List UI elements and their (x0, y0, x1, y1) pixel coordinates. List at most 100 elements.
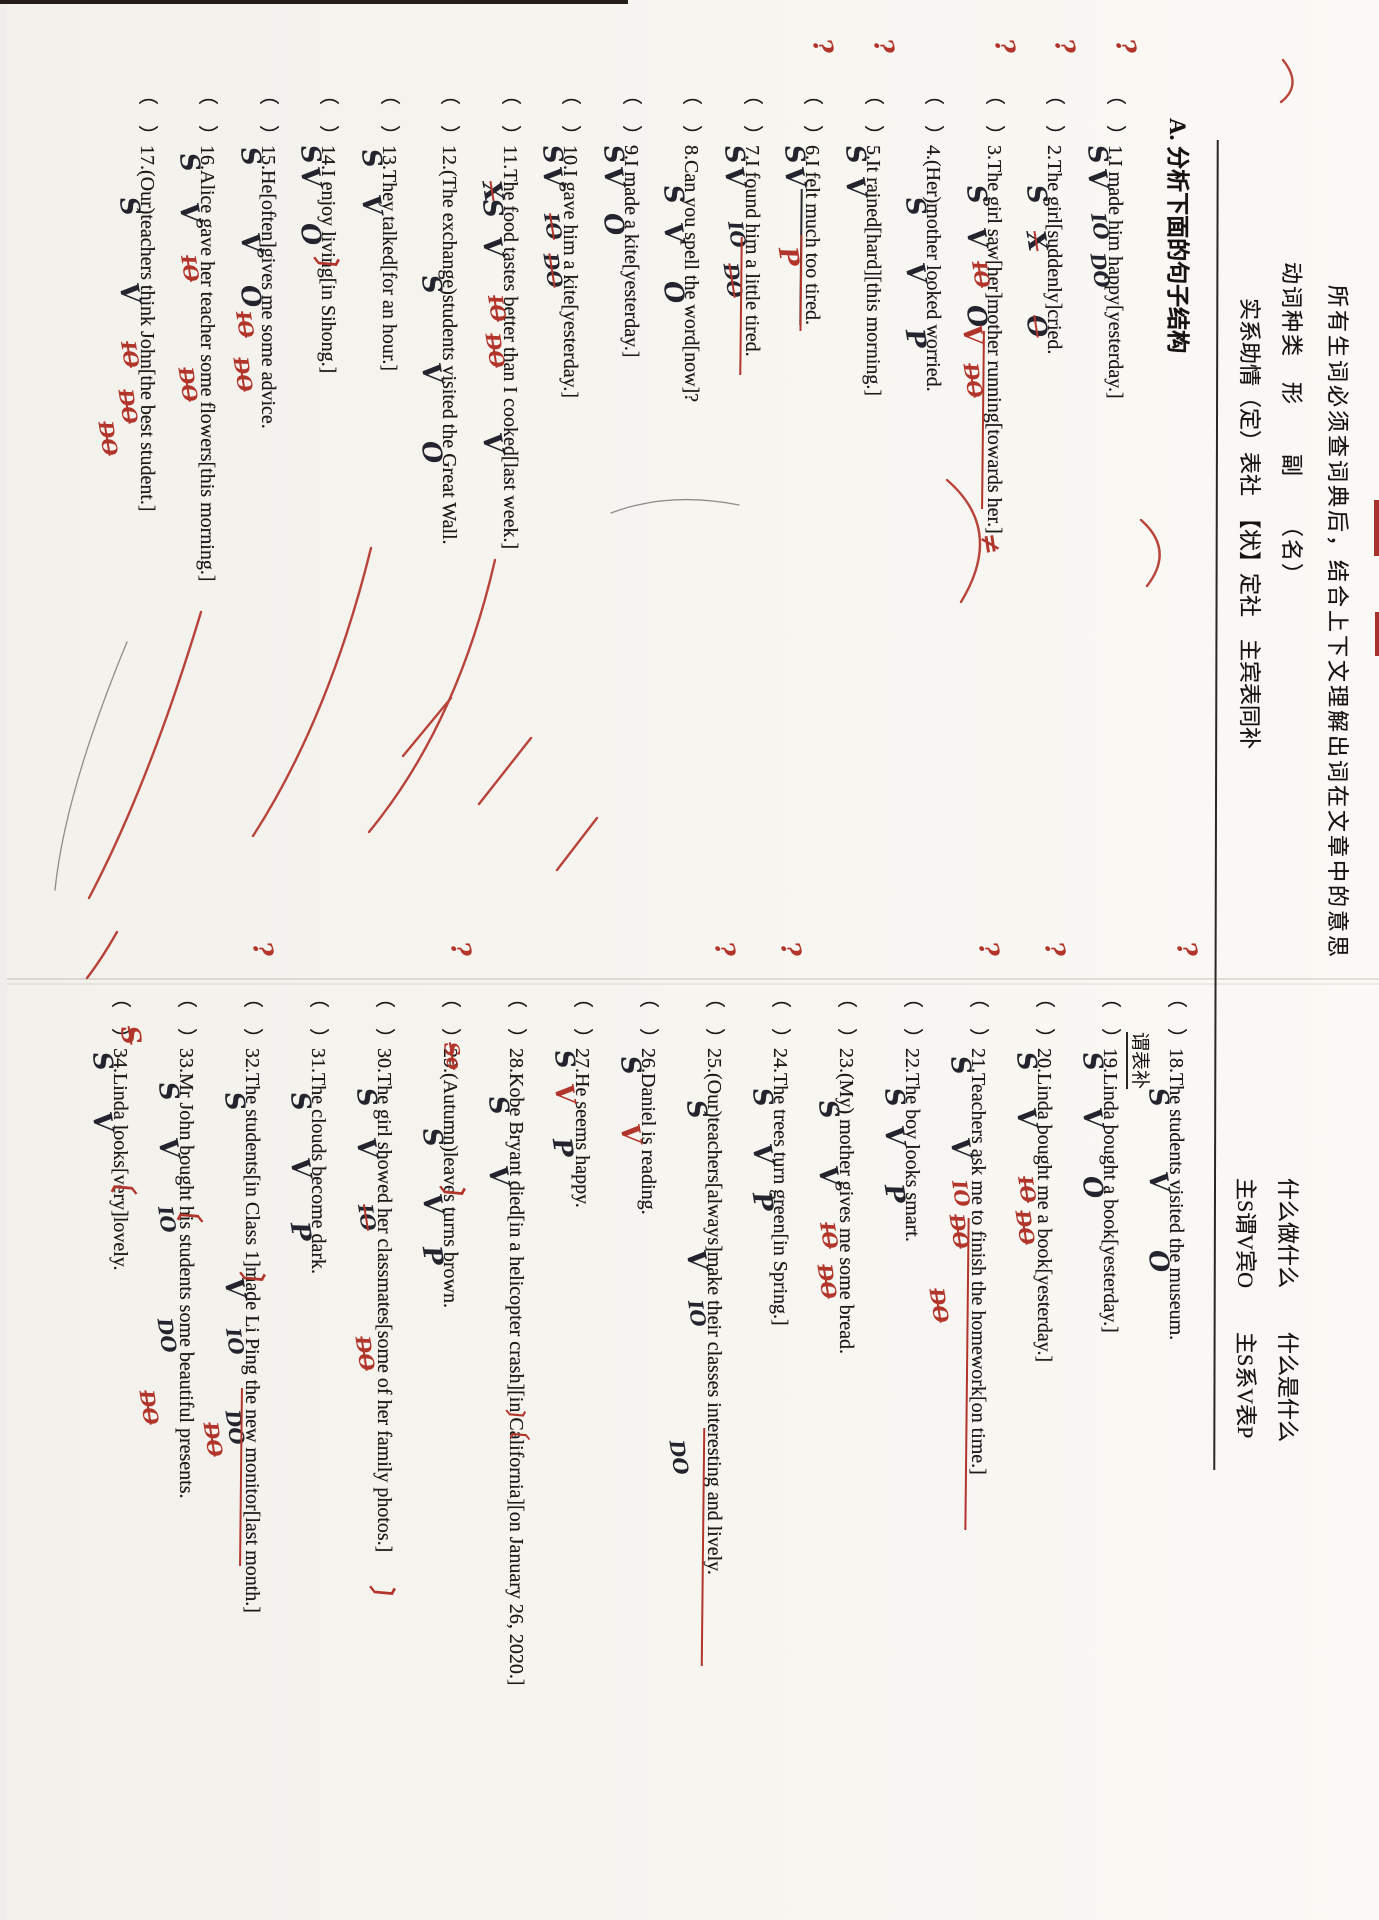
sentence-text: （ ）32.The students[in Class 1]made Li Pi… (241, 988, 263, 1613)
sentence-line-1: （ ）1.I made him happy[yesterday.] S V IO DO? (1072, 36, 1142, 399)
red-scribble (555, 816, 599, 872)
header-line3-right: 主S谓V宾O 主S系V表P (1233, 1178, 1258, 1439)
handwritten-mark: S (613, 1053, 647, 1078)
pencil-scribble (610, 498, 740, 514)
handwritten-mark: DO (480, 331, 510, 370)
fold-crease (7, 978, 1379, 980)
handwritten-mark: ≠ (973, 530, 1007, 558)
handwritten-mark: O (596, 210, 630, 238)
teacher-margin-question-mark: ? (866, 36, 900, 58)
handwritten-mark: V (349, 1135, 383, 1161)
sentence-text: （ ）10.I gave him a kite[yesterday.] (559, 85, 582, 399)
teacher-margin-question-mark: ? (806, 36, 839, 58)
handwritten-mark: O (1141, 1247, 1175, 1275)
fold-crease-soft (7, 983, 1379, 985)
handwritten-mark: P (772, 244, 805, 269)
handwritten-mark: V (596, 164, 630, 190)
handwritten-mark: S (113, 1023, 147, 1048)
sentence-line-20: （ ）20.Linda bought me a book[yesterday.]… (1001, 939, 1071, 1362)
sentence-line-22: （ ）22.The boy looks smart. S V P (869, 988, 929, 1242)
handwritten-mark: V (415, 360, 448, 386)
handwritten-mark: V (679, 1247, 713, 1273)
sentence-line-28: （ ）28.Kobe Bryant died[in a helicopter c… (473, 988, 533, 1686)
sentence-text: （ ）22.The boy looks smart. (901, 988, 923, 1242)
teacher-margin-question-mark: ? (245, 939, 279, 961)
handwritten-mark: P (415, 1243, 449, 1268)
red-edge-mark (1375, 612, 1379, 656)
red-scribble (251, 546, 373, 838)
sentence-line-27: （ ）27.He seems happy. S V P (539, 988, 599, 1208)
handwritten-mark: IO (947, 1178, 975, 1209)
sentence-line-30: （ ）30.The girl showed her classmates[som… (341, 988, 401, 1612)
handwritten-mark: S (151, 1079, 185, 1104)
sentence-text: （ ）19.Linda bought a book[yesterday.] (1099, 988, 1121, 1333)
handwritten-mark: S (943, 1053, 977, 1078)
teacher-margin-question-mark: ? (443, 939, 477, 961)
teacher-margin-question-mark: ? (1048, 36, 1081, 58)
sentence-text: （ ）15.He[often]gives me some advice. (257, 85, 279, 429)
handwritten-mark: V (657, 220, 690, 246)
handwritten-mark: DO (538, 251, 569, 290)
sentence-line-2: （ ）2.The girl[suddenly]cried. S X O? (1012, 36, 1081, 354)
sentence-line-11: （ ）11.The food tastes better than I cook… (467, 85, 527, 549)
handwritten-mark: S (475, 196, 509, 221)
red-scribble (1279, 58, 1294, 104)
handwritten-mark: V (294, 164, 327, 190)
sentence-line-34: （ ）34.Linda looks[very]lovely. S V 〔 S (77, 988, 147, 1271)
handwritten-mark: P (745, 1189, 779, 1214)
handwritten-mark: S (349, 1085, 383, 1110)
sentence-text: （ ）5.It rained[hard][this morning.] (862, 85, 884, 397)
handwritten-mark: IO (723, 219, 751, 250)
red-scribble (401, 696, 453, 758)
handwritten-mark: V (536, 164, 569, 190)
red-edge-mark (1374, 500, 1379, 556)
handwritten-mark: V (173, 200, 206, 226)
handwritten-mark: V (838, 174, 872, 200)
handwritten-mark: DO (113, 387, 143, 426)
handwritten-mark: V (778, 164, 811, 190)
handwritten-mark: DO (134, 1388, 164, 1427)
teacher-margin-question-mark: ? (971, 939, 1005, 961)
handwritten-mark: DO (152, 1316, 182, 1355)
teacher-margin-question-mark: ? (1037, 939, 1071, 961)
handwritten-mark: S (811, 1097, 845, 1122)
sentence-text: （ ）1.I made him happy[yesterday.] (1104, 85, 1126, 399)
handwritten-mark: P (877, 1181, 911, 1206)
handwritten-mark: V (1141, 1169, 1175, 1195)
handwritten-mark: V (1009, 1105, 1043, 1131)
handwritten-mark: 〕 (309, 252, 344, 284)
sentence-line-10: （ ）10.I gave him a kite[yesterday.] S V IO D… (528, 85, 588, 398)
sentence-text: （ ）26.Daniel is reading. (637, 988, 659, 1215)
handwritten-mark: IO (483, 293, 511, 324)
handwritten-mark: V (475, 430, 509, 456)
sentence-line-17: （ ）17.(Our)teachers think John[the best … (93, 85, 164, 512)
red-scribble (85, 930, 119, 980)
handwritten-mark: S (1141, 1085, 1175, 1110)
sentence-line-3: （ ）3.The girl saw[her]mother running[tow… (951, 36, 1021, 557)
teacher-margin-question-mark: ? (1108, 36, 1142, 58)
handwritten-mark: S (481, 1093, 515, 1118)
handwritten-mark: O (1019, 312, 1054, 340)
sentence-text: （ ）33.Mr John bought his students some b… (175, 988, 197, 1499)
sentence-line-25: （ ）25.(Our)teachers[always]make their cl… (664, 939, 740, 1667)
teacher-margin-question-mark: ? (773, 939, 807, 961)
handwritten-mark: DO (228, 355, 258, 394)
handwritten-mark: S (547, 1047, 581, 1072)
sentence-line-4: （ ）4.(Her)mother looked worried. S V P (891, 85, 951, 392)
sentence-line-26: （ ）26.Daniel is reading. S V (605, 988, 665, 1215)
handwritten-mark: DO (664, 1438, 694, 1477)
section-title: A. 分析下面的句子结构 (1165, 118, 1190, 354)
sentence-line-18: （ ）18.The students visited the museum. S V… (1133, 939, 1202, 1340)
handwritten-mark: O (414, 438, 449, 466)
handwritten-mark: So (438, 1040, 468, 1072)
sentence-line-29: （ ）29.(Autumn)leaves turns brown. So S V P 〕? (407, 939, 477, 1308)
handwritten-mark: V (112, 280, 146, 306)
handwritten-mark: IO (116, 339, 144, 370)
handwritten-mark: 〕 (235, 1267, 269, 1299)
sentence-line-31: （ ）31.The clouds become dark. S V P (275, 988, 335, 1274)
handwritten-mark: S (717, 142, 751, 167)
handwritten-mark: IO (221, 1326, 249, 1357)
handwritten-mark: DO (198, 1420, 228, 1459)
handwritten-mark: DO (220, 1408, 250, 1447)
